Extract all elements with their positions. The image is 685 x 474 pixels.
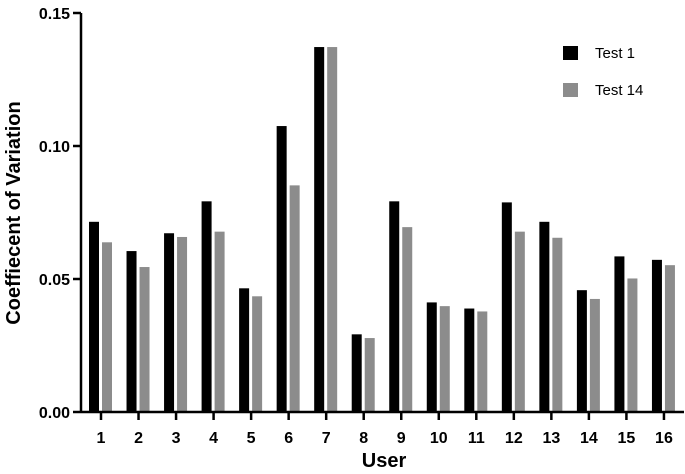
bar-user-14-test-1: [576, 290, 587, 412]
x-tick-label: 11: [468, 430, 485, 447]
x-tick-label: 1: [97, 430, 106, 447]
bar-user-16-test-14: [664, 265, 675, 412]
y-axis-title: Coeffiecent of Variation: [3, 101, 25, 324]
bar-user-7-test-14: [327, 47, 338, 412]
bar-user-16-test-1: [651, 259, 662, 412]
bar-user-3-test-14: [177, 236, 188, 412]
x-tick-label: 7: [322, 430, 331, 447]
bar-user-14-test-14: [589, 298, 600, 412]
legend-swatch-test-1: [563, 46, 578, 60]
x-tick-label: 6: [284, 430, 293, 447]
y-tick-label: 0.15: [39, 6, 70, 23]
bar-user-3-test-1: [164, 233, 175, 412]
x-tick-label: 4: [209, 430, 218, 447]
bar-user-4-test-14: [214, 231, 225, 412]
bar-user-12-test-1: [501, 202, 512, 412]
bar-user-15-test-14: [627, 278, 638, 412]
x-tick-label: 10: [430, 430, 448, 447]
x-axis: 1 2 3 4 5 6 7 8 9 10 11 12 13 14 15 16: [81, 410, 684, 447]
y-tick-label: 0.10: [39, 139, 70, 156]
legend-swatch-test-14: [563, 83, 578, 97]
bar-user-12-test-14: [514, 231, 525, 412]
bar-user-5-test-1: [239, 288, 250, 412]
bar-user-6-test-14: [289, 185, 300, 412]
x-tick-label: 14: [580, 430, 598, 447]
bar-user-8-test-14: [364, 338, 375, 412]
x-tick-label: 15: [618, 430, 636, 447]
bar-user-9-test-1: [389, 201, 400, 412]
bar-user-9-test-14: [402, 227, 413, 412]
x-tick-label: 8: [359, 430, 368, 447]
legend-label-test-1: Test 1: [595, 45, 635, 62]
x-tick-label: 12: [505, 430, 523, 447]
bar-user-13-test-1: [539, 221, 550, 412]
bar-user-10-test-14: [439, 306, 450, 412]
bar-user-2-test-14: [139, 267, 150, 412]
x-tick-label: 9: [397, 430, 406, 447]
bar-user-5-test-14: [252, 296, 263, 412]
bar-user-11-test-14: [477, 311, 488, 412]
bar-user-15-test-1: [614, 256, 625, 412]
y-tick-label: 0.00: [39, 405, 70, 422]
x-tick-label: 2: [134, 430, 143, 447]
plot-area: [89, 47, 675, 413]
bar-user-1-test-14: [102, 242, 112, 412]
bar-user-4-test-1: [201, 201, 212, 412]
legend-label-test-14: Test 14: [595, 82, 643, 99]
legend: Test 1 Test 14: [563, 45, 643, 99]
x-axis-title: User: [362, 450, 407, 472]
x-tick-label: 5: [247, 430, 256, 447]
bar-user-7-test-1: [314, 47, 325, 412]
x-tick-label: 16: [655, 430, 673, 447]
bar-user-10-test-1: [426, 302, 437, 412]
bar-user-11-test-1: [464, 308, 475, 412]
x-tick-label: 13: [542, 430, 560, 447]
x-tick-label: 3: [172, 430, 181, 447]
bar-user-13-test-14: [552, 237, 563, 412]
bar-user-8-test-1: [351, 334, 362, 412]
bar-user-2-test-1: [126, 251, 137, 412]
bar-user-6-test-1: [276, 126, 287, 413]
bar-user-1-test-1: [89, 221, 99, 412]
y-axis: 0.00 0.05 0.10 0.15: [39, 6, 83, 422]
y-tick-label: 0.05: [39, 272, 70, 289]
